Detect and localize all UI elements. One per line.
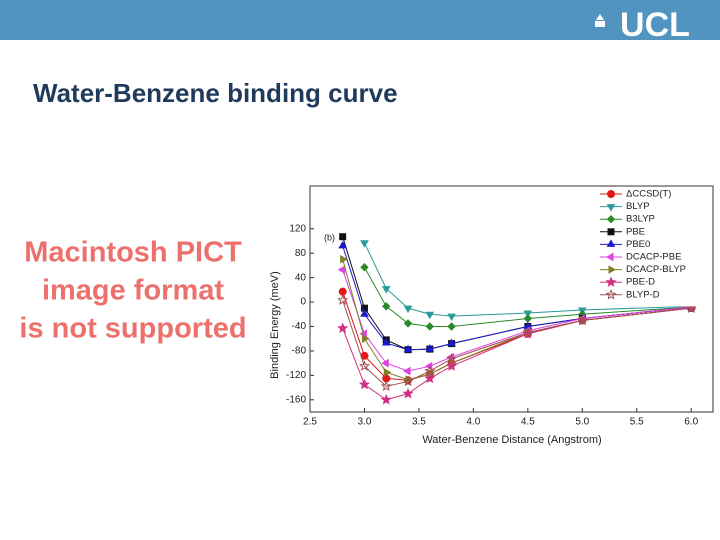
y-tick-label: -80	[292, 346, 307, 357]
marker	[425, 311, 435, 320]
marker	[337, 294, 349, 305]
logo-icon	[595, 14, 605, 27]
marker	[340, 254, 348, 264]
x-tick-label: 4.0	[466, 417, 480, 428]
y-tick-label: 120	[289, 223, 306, 234]
legend-label: ΔCCSD(T)	[626, 189, 671, 200]
x-tick-label: 2.5	[303, 417, 317, 428]
marker	[403, 319, 413, 328]
marker	[381, 286, 391, 294]
marker	[522, 326, 534, 338]
logo: UCL	[620, 6, 690, 44]
header-bar	[0, 0, 720, 40]
x-tick-label: 5.0	[575, 417, 589, 428]
marker	[358, 378, 370, 390]
slide-title: Water-Benzene binding curve	[33, 78, 398, 108]
legend-label: DCACP-PBE	[626, 252, 681, 263]
x-tick-label: 4.5	[521, 417, 535, 428]
marker	[425, 344, 435, 352]
marker	[360, 263, 369, 272]
marker	[608, 265, 617, 274]
marker	[425, 322, 435, 331]
marker	[380, 393, 392, 405]
marker	[402, 387, 414, 399]
marker	[339, 233, 347, 241]
y-axis-label: Binding Energy (meV)	[269, 271, 281, 379]
marker	[607, 190, 615, 198]
marker	[606, 204, 616, 212]
marker	[424, 372, 436, 384]
legend-label: B3LYP	[626, 214, 655, 225]
series-line	[342, 300, 692, 387]
marker	[447, 313, 456, 322]
marker	[523, 314, 533, 323]
placeholder-text: is not supported	[19, 313, 246, 345]
marker	[338, 240, 348, 249]
marker	[523, 310, 533, 319]
x-tick-label: 6.0	[684, 417, 698, 428]
marker	[360, 309, 369, 317]
marker	[338, 287, 347, 296]
legend-label: PBE-D	[626, 277, 655, 288]
marker	[605, 276, 617, 287]
marker	[606, 214, 616, 224]
marker	[358, 360, 370, 371]
marker	[576, 314, 588, 326]
marker	[403, 305, 413, 314]
marker	[403, 344, 413, 353]
series-line	[364, 266, 692, 327]
marker	[446, 360, 458, 371]
marker	[403, 366, 411, 376]
y-tick-label: 80	[295, 248, 307, 259]
legend-label: BLYP	[626, 201, 650, 212]
x-axis-label: Water-Benzene Distance (Angstrom)	[422, 434, 601, 446]
marker	[606, 239, 616, 247]
marker	[380, 380, 392, 392]
y-tick-label: 40	[295, 272, 307, 283]
marker	[382, 302, 391, 311]
marker	[424, 365, 436, 376]
marker	[381, 358, 389, 368]
marker	[685, 302, 697, 313]
x-tick-label: 3.0	[358, 417, 372, 428]
marker	[360, 240, 369, 248]
annotation: (b)	[324, 232, 335, 242]
marker	[606, 252, 614, 262]
marker	[337, 322, 349, 334]
marker	[361, 334, 370, 344]
marker	[605, 288, 617, 300]
x-tick-label: 3.5	[412, 417, 426, 428]
plot-frame	[309, 185, 714, 413]
legend-label: BLYP-D	[626, 289, 660, 300]
marker	[381, 337, 391, 346]
marker	[402, 375, 414, 387]
marker	[447, 322, 456, 331]
placeholder-text: Macintosh PICT	[24, 237, 242, 269]
marker	[607, 228, 615, 236]
series-line	[342, 307, 692, 401]
y-tick-label: -120	[286, 370, 306, 381]
legend-label: PBE	[626, 226, 645, 237]
placeholder-text: image format	[42, 275, 224, 307]
series-line	[364, 242, 692, 317]
marker	[383, 367, 392, 377]
legend-label: PBE0	[626, 239, 650, 250]
y-tick-label: -160	[286, 394, 306, 405]
marker	[337, 265, 346, 275]
x-tick-label: 5.5	[630, 417, 644, 428]
marker	[447, 338, 456, 347]
y-tick-label: 0	[300, 297, 306, 308]
legend-label: DCACP-BLYP	[626, 264, 686, 275]
marker	[446, 353, 458, 364]
y-tick-label: -40	[292, 321, 307, 332]
